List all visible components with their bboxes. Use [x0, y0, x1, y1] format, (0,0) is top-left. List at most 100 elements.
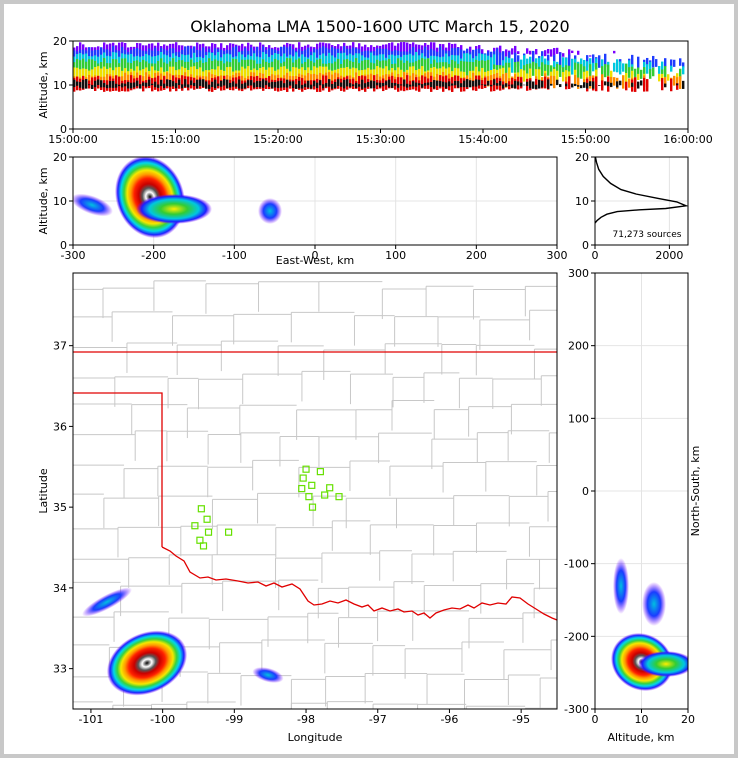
- ns-cluster-tail: [638, 651, 688, 677]
- time-height-density-column: [142, 82, 145, 86]
- map-xtick-label: -95: [512, 713, 530, 726]
- time-height-density-column: [664, 66, 667, 78]
- time-height-density-column: [208, 58, 211, 76]
- time-height-density-column: [214, 59, 217, 79]
- time-height-density-column: [103, 66, 106, 80]
- time-height-density-column: [478, 61, 481, 76]
- time-height-density-column: [97, 79, 100, 86]
- time-height-density-column: [442, 81, 445, 87]
- time-height-density-column: [142, 76, 145, 86]
- time-height-density-column: [103, 42, 106, 55]
- time-height-density-column: [571, 50, 574, 54]
- time-height-density-column: [427, 58, 430, 78]
- time-height-density-column: [301, 67, 304, 83]
- time-height-density-column: [208, 72, 211, 87]
- time-height-density-column: [616, 81, 619, 88]
- time-height-density-column: [466, 79, 469, 88]
- time-height-density-column: [217, 66, 220, 81]
- time-height-density-column: [277, 69, 280, 80]
- time-height-density-column: [427, 44, 430, 54]
- time-height-density-column: [298, 42, 301, 56]
- time-height-ytick-label: 20: [53, 35, 67, 48]
- time-height-density-column: [241, 83, 244, 89]
- time-height-density-column: [364, 83, 367, 88]
- time-height-density-column: [319, 80, 322, 86]
- time-height-density-column: [139, 84, 142, 89]
- time-height-density-column: [469, 46, 472, 57]
- time-height-density-column: [586, 61, 589, 74]
- time-height-density-column: [226, 45, 229, 54]
- time-height-density-column: [124, 58, 127, 76]
- time-height-density-column: [103, 58, 106, 76]
- time-height-density-column: [517, 81, 520, 86]
- time-height-density-column: [424, 76, 427, 89]
- time-height-density-column: [568, 76, 571, 89]
- time-height-density-column: [322, 75, 325, 91]
- time-height-density-column: [367, 81, 370, 87]
- time-height-density-column: [493, 79, 496, 86]
- time-height-density-column: [73, 79, 76, 88]
- time-height-density-column: [163, 83, 166, 88]
- time-height-density-column: [661, 61, 664, 74]
- time-height-density-column: [178, 79, 181, 86]
- time-height-density-column: [118, 76, 121, 92]
- time-height-density-column: [274, 58, 277, 78]
- time-height-density-column: [424, 82, 427, 86]
- east-west-xtick-label: 200: [466, 249, 487, 262]
- time-height-density-column: [235, 59, 238, 77]
- map-ytick-label: 34: [53, 582, 67, 595]
- time-height-density-column: [205, 70, 208, 83]
- time-height-density-column: [664, 76, 667, 88]
- time-height-density-column: [451, 83, 454, 86]
- time-height-density-column: [592, 62, 595, 72]
- north-south-ytick-label: -200: [564, 630, 589, 643]
- time-height-density-column: [358, 63, 361, 76]
- time-height-density-column: [649, 69, 652, 79]
- time-height-density-column: [421, 84, 424, 88]
- time-height-density-column: [535, 78, 538, 90]
- time-height-density-column: [160, 80, 163, 87]
- time-height-density-column: [301, 84, 304, 89]
- time-height-density-column: [358, 70, 361, 81]
- time-height-density-column: [589, 64, 592, 79]
- time-height-density-column: [520, 69, 523, 83]
- time-height-density-column: [241, 43, 244, 55]
- time-height-ytick-label: 10: [53, 79, 67, 92]
- time-height-density-column: [133, 70, 136, 81]
- time-height-density-column: [145, 82, 148, 87]
- time-height-density-column: [169, 79, 172, 87]
- time-height-density-column: [325, 83, 328, 87]
- time-height-xtick-label: 15:40:00: [458, 133, 507, 146]
- time-height-density-column: [211, 43, 214, 56]
- histogram-xtick-label: 2000: [655, 249, 683, 262]
- time-height-density-column: [220, 43, 223, 55]
- time-height-density-column: [187, 84, 190, 88]
- time-height-density-column: [658, 73, 661, 82]
- north-south-xtick-label: 10: [635, 713, 649, 726]
- time-height-density-column: [394, 82, 397, 86]
- time-height-density-column: [379, 67, 382, 83]
- east-west-xlabel: East-West, km: [276, 254, 354, 267]
- time-height-density-column: [256, 47, 259, 66]
- time-height-density-column: [304, 83, 307, 88]
- time-height-density-column: [568, 71, 571, 81]
- time-height-density-column: [91, 69, 94, 81]
- time-height-density-column: [310, 46, 313, 57]
- north-south-ytick-label: 100: [568, 412, 589, 425]
- time-height-density-column: [544, 76, 547, 89]
- station-markers: [191, 465, 343, 550]
- time-height-density-column: [127, 81, 130, 89]
- time-height-density-column: [319, 66, 322, 80]
- time-height-density-column: [562, 67, 565, 76]
- time-height-density-column: [355, 72, 358, 89]
- time-height-density-column: [499, 81, 502, 86]
- north-south-ytick-label: 200: [568, 340, 589, 353]
- time-height-density-column: [319, 72, 322, 86]
- lma-station-marker: [335, 493, 343, 501]
- time-height-density-column: [385, 66, 388, 80]
- lma-station-marker: [316, 468, 324, 476]
- time-height-density-column: [259, 42, 262, 55]
- east-west-xtick-label: 0: [312, 249, 319, 262]
- time-height-density-column: [166, 45, 169, 54]
